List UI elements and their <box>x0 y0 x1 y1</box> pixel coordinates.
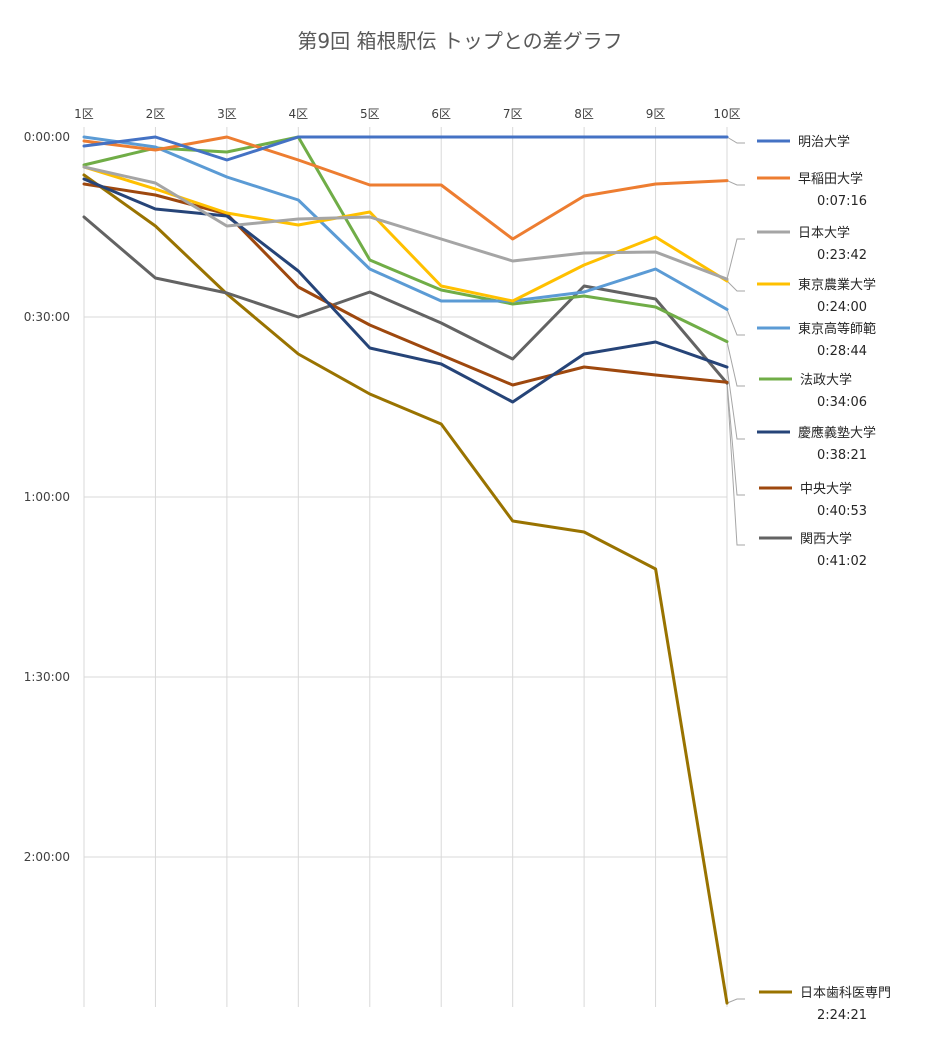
legend-value-label: 0:07:16 <box>817 194 867 209</box>
series-line <box>82 165 729 281</box>
y-tick-label: 0:00:00 <box>24 130 70 144</box>
legend-label: 東京農業大学 <box>798 277 876 293</box>
legend-label: 早稲田大学 <box>798 171 863 187</box>
legend-value-label: 0:41:02 <box>817 554 867 569</box>
x-tick-label: 9区 <box>646 107 666 121</box>
series-layer <box>82 135 729 1005</box>
chart-title: 第9回 箱根駅伝 トップとの差グラフ <box>297 29 622 53</box>
legend-value-label: 0:24:00 <box>817 300 867 315</box>
series-line <box>82 135 729 311</box>
x-tick-label: 7区 <box>503 107 523 121</box>
leader-line <box>726 136 745 144</box>
leader-line <box>726 998 745 1004</box>
legend-label: 日本歯科医専門 <box>800 986 891 1001</box>
x-tick-label: 6区 <box>431 107 451 121</box>
leader-line <box>726 382 745 496</box>
leader-line <box>726 280 745 292</box>
series-line <box>82 177 729 404</box>
legend-label: 法政大学 <box>800 372 852 388</box>
series-line <box>82 135 729 162</box>
leader-line <box>726 238 745 280</box>
leader-line <box>726 367 745 440</box>
y-tick-label: 2:00:00 <box>24 850 70 864</box>
leader-line <box>726 309 745 336</box>
series-line <box>82 135 729 241</box>
series-line <box>82 135 729 344</box>
legend-label: 中央大学 <box>800 481 852 497</box>
x-tick-label: 8区 <box>574 107 594 121</box>
legend-value-label: 0:28:44 <box>817 344 867 359</box>
legend-value-label: 2:24:21 <box>817 1008 867 1023</box>
legend-value-label: 0:40:53 <box>817 504 867 519</box>
legend-label: 東京高等師範 <box>798 321 876 337</box>
legend-label: 明治大学 <box>798 134 850 150</box>
x-tick-label: 3区 <box>217 107 237 121</box>
legend-leader-lines <box>726 136 745 1004</box>
x-tick-label: 5区 <box>360 107 380 121</box>
series-line <box>82 215 729 385</box>
leader-line <box>726 341 745 387</box>
grid-layer <box>83 127 728 1007</box>
axis-layer: 1区 2区 3区 4区 5区 6区 7区 8区 9区 10区 0:00:00 0:30:00 1:00:… <box>24 107 741 864</box>
y-tick-label: 1:00:00 <box>24 490 70 504</box>
legend-label: 慶應義塾大学 <box>798 425 876 441</box>
legend-value-label: 0:34:06 <box>817 395 867 410</box>
y-tick-label: 0:30:00 <box>24 310 70 324</box>
x-tick-label: 1区 <box>74 107 94 121</box>
x-tick-label: 4区 <box>289 107 309 121</box>
legend-value-label: 0:38:21 <box>817 448 867 463</box>
leader-line <box>726 383 745 546</box>
leader-line <box>726 180 745 186</box>
legend-label: 関西大学 <box>800 531 852 547</box>
legend-value-label: 0:23:42 <box>817 248 867 263</box>
x-tick-label: 10区 <box>713 107 740 121</box>
series-line <box>82 173 729 1005</box>
x-tick-label: 2区 <box>146 107 166 121</box>
legend-label: 日本大学 <box>798 225 850 241</box>
y-tick-label: 1:30:00 <box>24 670 70 684</box>
